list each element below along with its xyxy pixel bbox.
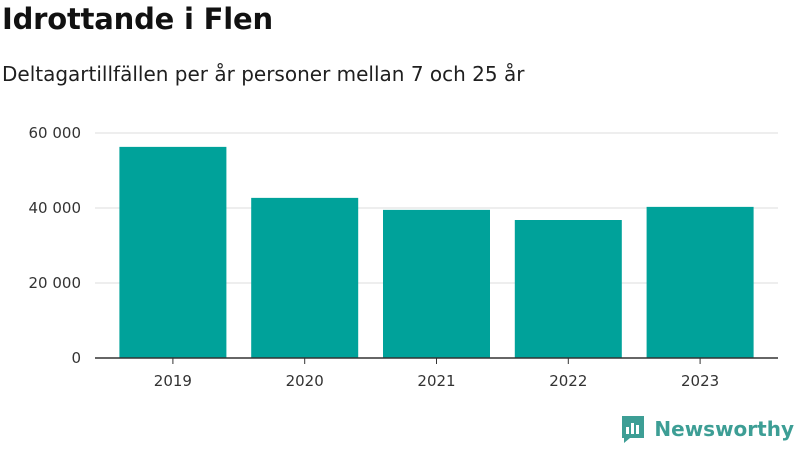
brand-label: Newsworthy	[654, 417, 794, 441]
x-tick-label: 2023	[681, 372, 719, 390]
bar	[119, 146, 227, 358]
bar	[251, 197, 359, 358]
newsworthy-brand: Newsworthy	[620, 414, 794, 444]
y-tick-label: 40 000	[29, 199, 82, 217]
y-tick-label: 0	[71, 349, 81, 367]
x-tick-label: 2021	[417, 372, 455, 390]
y-tick-label: 20 000	[29, 274, 82, 292]
newsworthy-logo-icon	[622, 416, 645, 443]
chart-subtitle: Deltagartillfällen per år personer mella…	[2, 62, 525, 86]
y-tick-label: 60 000	[29, 124, 82, 142]
x-tick-label: 2022	[549, 372, 587, 390]
bar-chart: 0 20 000 40 000 60 000 2019 2020 2021 2022 2023	[29, 124, 778, 390]
bar	[646, 206, 754, 358]
x-tick-label: 2019	[154, 372, 192, 390]
bar	[383, 209, 490, 358]
bar	[514, 220, 622, 358]
chart-title: Idrottande i Flen	[2, 2, 273, 36]
x-tick-label: 2020	[286, 372, 324, 390]
